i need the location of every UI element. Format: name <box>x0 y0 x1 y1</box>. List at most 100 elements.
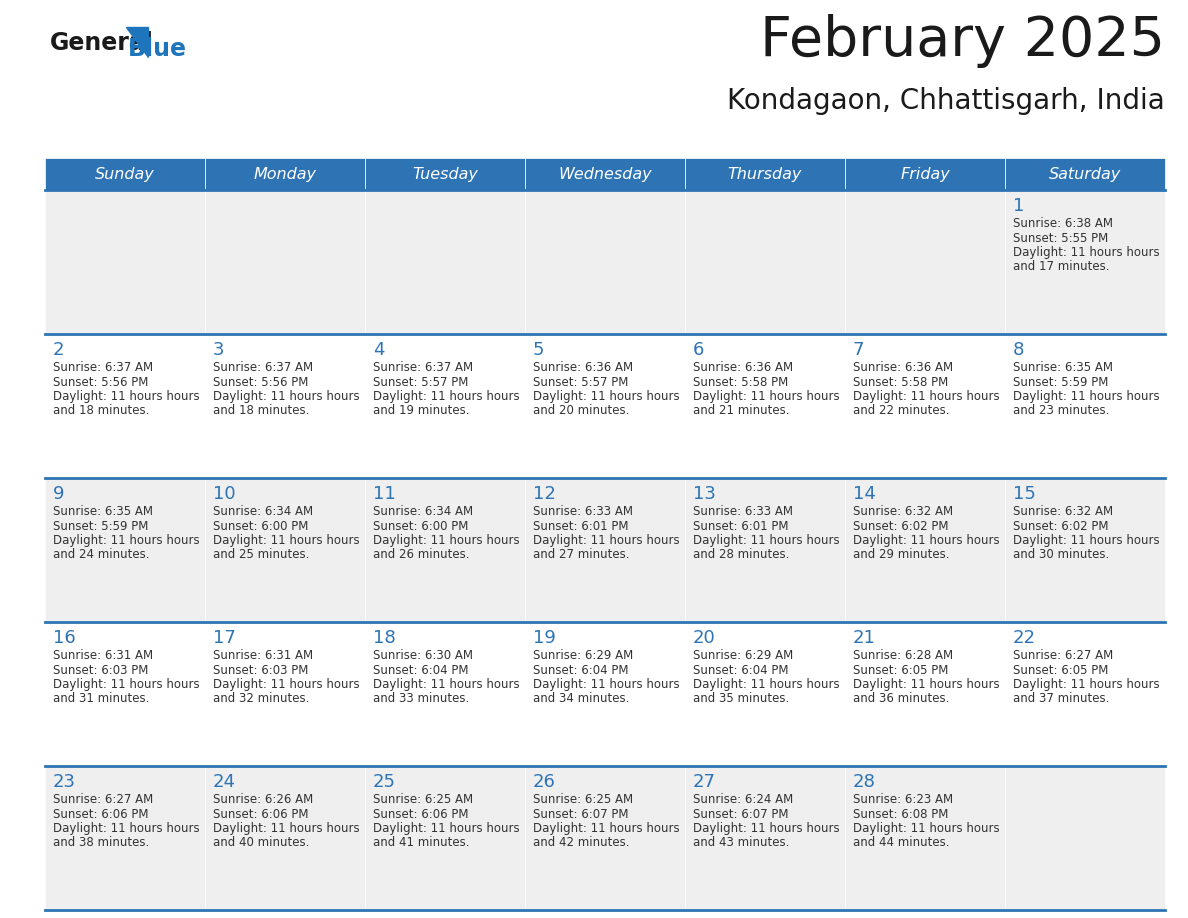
Text: Daylight: 11 hours hours: Daylight: 11 hours hours <box>533 822 680 835</box>
Text: 19: 19 <box>533 629 556 647</box>
Text: Daylight: 11 hours hours: Daylight: 11 hours hours <box>213 822 360 835</box>
Text: Sunrise: 6:36 AM: Sunrise: 6:36 AM <box>853 361 953 374</box>
Text: and 27 minutes.: and 27 minutes. <box>533 548 630 562</box>
Text: Sunset: 5:57 PM: Sunset: 5:57 PM <box>373 375 468 388</box>
Text: and 38 minutes.: and 38 minutes. <box>53 836 150 849</box>
Bar <box>1005 478 1165 622</box>
Bar <box>525 190 685 334</box>
Text: Sunrise: 6:31 AM: Sunrise: 6:31 AM <box>53 649 153 662</box>
Text: Sunrise: 6:27 AM: Sunrise: 6:27 AM <box>53 793 153 806</box>
Text: Sunset: 6:07 PM: Sunset: 6:07 PM <box>693 808 789 821</box>
Text: 24: 24 <box>213 773 236 791</box>
Bar <box>45 766 206 910</box>
Text: and 35 minutes.: and 35 minutes. <box>693 692 789 706</box>
Text: Sunset: 5:58 PM: Sunset: 5:58 PM <box>853 375 948 388</box>
Text: Blue: Blue <box>128 37 187 61</box>
Bar <box>206 334 365 478</box>
Text: and 40 minutes.: and 40 minutes. <box>213 836 309 849</box>
Text: and 43 minutes.: and 43 minutes. <box>693 836 789 849</box>
Bar <box>45 478 206 622</box>
Text: 4: 4 <box>373 341 385 359</box>
Text: and 29 minutes.: and 29 minutes. <box>853 548 949 562</box>
Text: Daylight: 11 hours hours: Daylight: 11 hours hours <box>853 390 999 403</box>
Text: Daylight: 11 hours hours: Daylight: 11 hours hours <box>693 390 840 403</box>
Bar <box>685 622 845 766</box>
Text: Sunset: 5:59 PM: Sunset: 5:59 PM <box>53 520 148 532</box>
Text: 12: 12 <box>533 485 556 503</box>
Bar <box>525 478 685 622</box>
Text: and 34 minutes.: and 34 minutes. <box>533 692 630 706</box>
Text: Sunset: 6:05 PM: Sunset: 6:05 PM <box>1013 664 1108 677</box>
Text: 15: 15 <box>1013 485 1036 503</box>
Text: Daylight: 11 hours hours: Daylight: 11 hours hours <box>213 534 360 547</box>
Text: Sunrise: 6:25 AM: Sunrise: 6:25 AM <box>533 793 633 806</box>
Bar <box>685 478 845 622</box>
Bar <box>845 766 1005 910</box>
Bar <box>525 622 685 766</box>
Text: Daylight: 11 hours hours: Daylight: 11 hours hours <box>373 822 519 835</box>
Bar <box>845 334 1005 478</box>
Text: 25: 25 <box>373 773 396 791</box>
Text: 16: 16 <box>53 629 76 647</box>
Text: Daylight: 11 hours hours: Daylight: 11 hours hours <box>853 822 999 835</box>
Text: Daylight: 11 hours hours: Daylight: 11 hours hours <box>53 822 200 835</box>
Bar <box>845 478 1005 622</box>
Text: Sunrise: 6:29 AM: Sunrise: 6:29 AM <box>693 649 794 662</box>
Text: Sunset: 6:03 PM: Sunset: 6:03 PM <box>213 664 309 677</box>
Text: 17: 17 <box>213 629 236 647</box>
Text: and 20 minutes.: and 20 minutes. <box>533 405 630 418</box>
Text: Sunset: 5:55 PM: Sunset: 5:55 PM <box>1013 231 1108 244</box>
Text: 2: 2 <box>53 341 64 359</box>
Text: and 42 minutes.: and 42 minutes. <box>533 836 630 849</box>
Text: Sunrise: 6:32 AM: Sunrise: 6:32 AM <box>853 505 953 518</box>
Text: Daylight: 11 hours hours: Daylight: 11 hours hours <box>693 534 840 547</box>
Text: 8: 8 <box>1013 341 1024 359</box>
Text: and 37 minutes.: and 37 minutes. <box>1013 692 1110 706</box>
Text: Sunset: 6:05 PM: Sunset: 6:05 PM <box>853 664 948 677</box>
Text: 20: 20 <box>693 629 715 647</box>
Bar <box>45 622 206 766</box>
Text: Sunday: Sunday <box>95 166 154 182</box>
Text: 10: 10 <box>213 485 235 503</box>
Text: Monday: Monday <box>253 166 316 182</box>
Text: Daylight: 11 hours hours: Daylight: 11 hours hours <box>53 390 200 403</box>
Text: Daylight: 11 hours hours: Daylight: 11 hours hours <box>853 534 999 547</box>
Bar <box>206 158 365 190</box>
Text: Sunset: 6:01 PM: Sunset: 6:01 PM <box>533 520 628 532</box>
Text: 9: 9 <box>53 485 64 503</box>
Text: Daylight: 11 hours hours: Daylight: 11 hours hours <box>533 678 680 691</box>
Text: Sunrise: 6:32 AM: Sunrise: 6:32 AM <box>1013 505 1113 518</box>
Text: Sunrise: 6:31 AM: Sunrise: 6:31 AM <box>213 649 314 662</box>
Text: and 26 minutes.: and 26 minutes. <box>373 548 469 562</box>
Text: Sunrise: 6:26 AM: Sunrise: 6:26 AM <box>213 793 314 806</box>
Text: Sunrise: 6:24 AM: Sunrise: 6:24 AM <box>693 793 794 806</box>
Text: 22: 22 <box>1013 629 1036 647</box>
Text: Daylight: 11 hours hours: Daylight: 11 hours hours <box>373 534 519 547</box>
Text: and 23 minutes.: and 23 minutes. <box>1013 405 1110 418</box>
Text: Daylight: 11 hours hours: Daylight: 11 hours hours <box>1013 534 1159 547</box>
Text: and 32 minutes.: and 32 minutes. <box>213 692 309 706</box>
Bar <box>1005 190 1165 334</box>
Text: and 21 minutes.: and 21 minutes. <box>693 405 790 418</box>
Text: Daylight: 11 hours hours: Daylight: 11 hours hours <box>213 678 360 691</box>
Text: Daylight: 11 hours hours: Daylight: 11 hours hours <box>373 678 519 691</box>
Bar <box>206 766 365 910</box>
Text: Sunset: 5:56 PM: Sunset: 5:56 PM <box>53 375 148 388</box>
Text: and 31 minutes.: and 31 minutes. <box>53 692 150 706</box>
Text: Sunrise: 6:36 AM: Sunrise: 6:36 AM <box>693 361 794 374</box>
Text: Sunset: 5:57 PM: Sunset: 5:57 PM <box>533 375 628 388</box>
Bar <box>206 478 365 622</box>
Text: Sunrise: 6:23 AM: Sunrise: 6:23 AM <box>853 793 953 806</box>
Text: Sunset: 6:07 PM: Sunset: 6:07 PM <box>533 808 628 821</box>
Bar <box>1005 622 1165 766</box>
Text: Daylight: 11 hours hours: Daylight: 11 hours hours <box>1013 678 1159 691</box>
Text: Sunset: 6:04 PM: Sunset: 6:04 PM <box>373 664 468 677</box>
Bar <box>365 334 525 478</box>
Text: and 22 minutes.: and 22 minutes. <box>853 405 949 418</box>
Text: 21: 21 <box>853 629 876 647</box>
Text: Daylight: 11 hours hours: Daylight: 11 hours hours <box>693 678 840 691</box>
Text: and 33 minutes.: and 33 minutes. <box>373 692 469 706</box>
Text: 14: 14 <box>853 485 876 503</box>
Text: Sunset: 6:06 PM: Sunset: 6:06 PM <box>53 808 148 821</box>
Text: Sunrise: 6:35 AM: Sunrise: 6:35 AM <box>53 505 153 518</box>
